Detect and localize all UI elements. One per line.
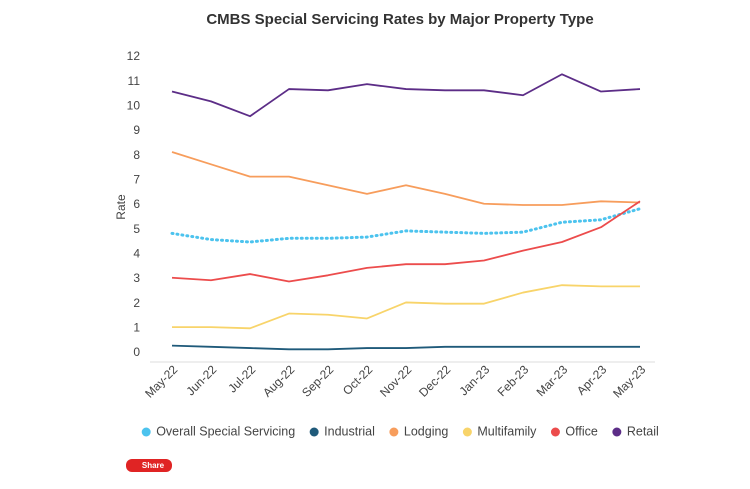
share-button[interactable]: Share xyxy=(126,459,172,472)
series-line xyxy=(171,344,640,351)
x-tick-label: Mar-23 xyxy=(534,362,571,399)
x-tick-label: Jan-23 xyxy=(457,362,493,398)
y-tick-label: 0 xyxy=(133,345,140,359)
x-tick-label: Jun-22 xyxy=(184,362,220,398)
legend-item[interactable]: Lodging xyxy=(389,424,448,438)
y-tick-label: 11 xyxy=(128,74,141,88)
legend-label: Overall Special Servicing xyxy=(156,424,295,438)
legend-marker xyxy=(389,427,399,437)
legend-item[interactable]: Overall Special Servicing xyxy=(141,424,295,438)
legend-label: Retail xyxy=(627,424,659,438)
x-tick-label: May-22 xyxy=(142,362,180,400)
legend: Overall Special Servicing Industrial Lodgi… xyxy=(141,424,659,438)
y-tick-label: 5 xyxy=(133,222,140,236)
y-tick-label: 8 xyxy=(133,148,140,162)
y-tick-label: 1 xyxy=(133,321,140,335)
y-tick-label: 7 xyxy=(133,173,140,187)
legend-marker xyxy=(309,427,319,437)
x-tick-label: Sep-22 xyxy=(299,362,336,399)
x-tick-label: Dec-22 xyxy=(416,362,453,399)
legend-item[interactable]: Office xyxy=(550,424,598,438)
y-axis-label: Rate xyxy=(114,194,128,220)
y-tick-label: 9 xyxy=(133,123,140,137)
y-tick-label: 10 xyxy=(127,99,141,113)
x-tick-label: Apr-23 xyxy=(574,362,610,398)
legend-label: Industrial xyxy=(324,424,375,438)
y-tick-label: 6 xyxy=(133,197,140,211)
y-tick-label: 12 xyxy=(127,49,141,63)
legend-label: Multifamily xyxy=(477,424,537,438)
legend-item[interactable]: Industrial xyxy=(309,424,375,438)
legend-label: Lodging xyxy=(404,424,449,438)
legend-item[interactable]: Multifamily xyxy=(462,424,537,438)
share-background[interactable] xyxy=(126,459,172,472)
x-tick-label: Aug-22 xyxy=(260,362,297,399)
x-tick-label: May-23 xyxy=(610,362,648,400)
series-line xyxy=(172,284,640,330)
legend-marker xyxy=(462,427,472,437)
legend-label: Office xyxy=(565,424,597,438)
x-tick-label: Nov-22 xyxy=(377,362,414,399)
series-line xyxy=(170,207,642,244)
x-tick-label: Oct-22 xyxy=(340,362,376,398)
y-tick-label: 4 xyxy=(133,247,140,261)
legend-marker xyxy=(612,427,622,437)
legend-marker xyxy=(141,427,151,437)
series-line xyxy=(171,200,641,283)
share-label[interactable]: Share xyxy=(142,461,165,470)
series-line xyxy=(171,73,641,118)
legend-item[interactable]: Retail xyxy=(612,424,659,438)
x-tick-label: Feb-23 xyxy=(495,362,532,399)
x-tick-label: Jul-22 xyxy=(225,362,258,395)
series-line xyxy=(171,151,641,206)
y-tick-label: 2 xyxy=(133,296,140,310)
y-tick-label: 3 xyxy=(133,271,140,285)
legend-marker xyxy=(550,427,560,437)
chart-title: CMBS Special Servicing Rates by Major Pr… xyxy=(206,11,593,28)
